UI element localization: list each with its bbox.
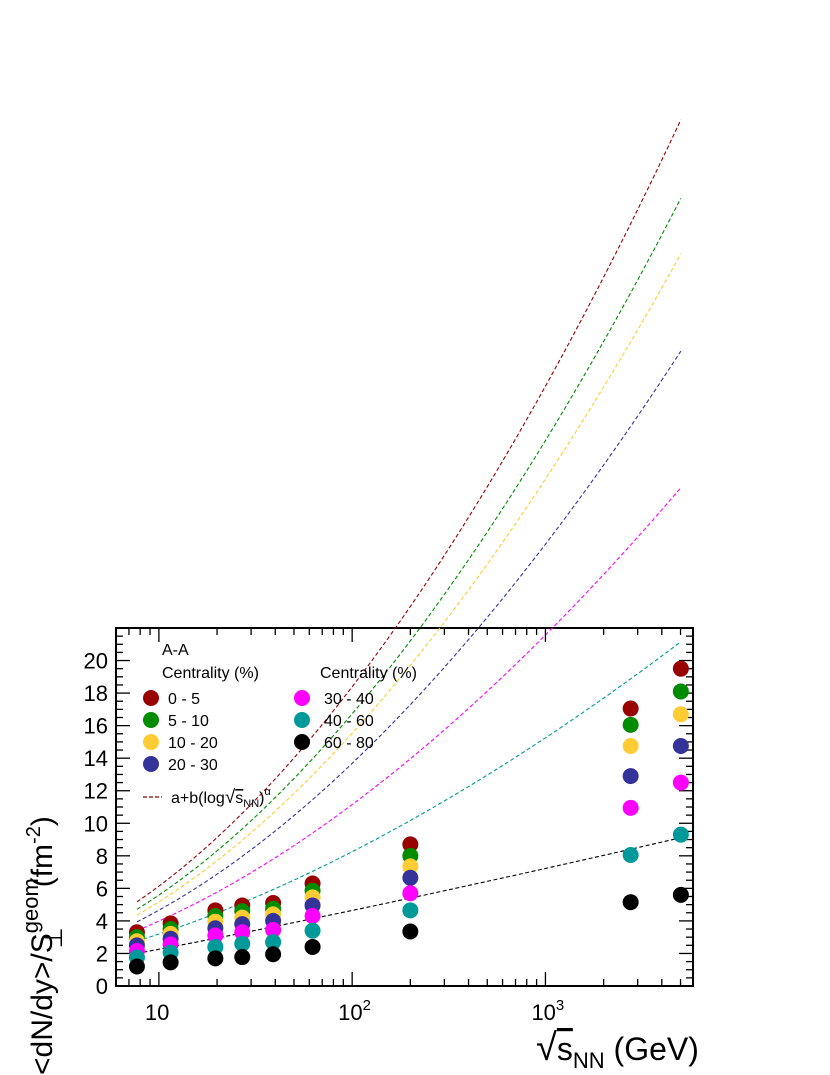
data-point xyxy=(265,946,282,963)
fit-curve xyxy=(136,198,682,910)
fit-curve xyxy=(136,119,682,903)
data-point xyxy=(402,858,419,875)
legend-label: 0 - 5 xyxy=(168,691,200,708)
y-tick-label: 14 xyxy=(84,746,108,771)
data-point xyxy=(672,886,689,903)
axis-ticks xyxy=(115,627,693,987)
data-point xyxy=(207,950,224,967)
legend-marker xyxy=(143,690,159,706)
data-point xyxy=(622,847,639,864)
y-tick-label: 8 xyxy=(96,844,108,869)
data-point xyxy=(622,716,639,733)
y-tick-label: 12 xyxy=(84,779,108,804)
fit-curve xyxy=(136,253,682,916)
data-point xyxy=(672,683,689,700)
x-tick-label: 10 xyxy=(145,1000,169,1025)
y-tick-label: 10 xyxy=(84,811,108,836)
fit-curve xyxy=(136,487,682,932)
x-tick-labels: 10 102 103 xyxy=(145,997,564,1025)
legend-marker xyxy=(143,756,159,772)
data-point xyxy=(402,836,419,853)
legend-header-right: Centrality (%) xyxy=(320,665,417,682)
legend-label: 40 - 60 xyxy=(324,713,374,730)
data-point xyxy=(128,958,145,975)
data-point xyxy=(304,938,321,955)
data-point xyxy=(672,706,689,723)
data-point xyxy=(622,768,639,785)
data-point xyxy=(234,949,251,966)
data-point xyxy=(622,700,639,717)
legend-label: 20 - 30 xyxy=(168,757,218,774)
data-point xyxy=(402,902,419,919)
data-points xyxy=(128,660,689,975)
legend: A-A Centrality (%) Centrality (%) 0 - 5 5… xyxy=(143,642,417,810)
y-tick-label: 16 xyxy=(84,714,108,739)
y-tick-labels: 0 2 4 6 8 10 12 14 16 18 20 xyxy=(84,649,108,999)
data-point xyxy=(304,908,321,925)
x-tick-label: 102 xyxy=(338,997,371,1025)
data-point xyxy=(234,924,251,941)
data-point xyxy=(265,921,282,938)
legend-entries: 0 - 5 5 - 10 10 - 20 20 - 30 30 - 40 40 - 60 6… xyxy=(143,690,374,774)
data-point xyxy=(207,927,224,944)
data-point xyxy=(672,826,689,843)
x-axis-title: √sNN (GeV) xyxy=(536,1027,699,1073)
y-tick-label: 18 xyxy=(84,681,108,706)
fit-curve xyxy=(136,350,682,923)
legend-fit-label: a+b(log√sNN)α xyxy=(171,786,271,810)
data-point xyxy=(234,935,251,952)
legend-header-left: Centrality (%) xyxy=(162,665,259,682)
data-point xyxy=(402,869,419,886)
legend-label: 60 - 80 xyxy=(324,735,374,752)
legend-marker xyxy=(143,712,159,728)
legend-label: 10 - 20 xyxy=(168,735,218,752)
y-axis-title: <dN/dy>/Sgeom⊥(fm-2) xyxy=(18,816,68,1075)
data-point xyxy=(622,894,639,911)
legend-marker xyxy=(294,712,310,728)
legend-marker xyxy=(294,734,310,750)
y-tick-label: 6 xyxy=(96,876,108,901)
fit-curve xyxy=(136,837,682,954)
y-tick-label: 2 xyxy=(96,941,108,966)
legend-marker xyxy=(294,690,310,706)
y-tick-label: 20 xyxy=(84,649,108,674)
data-point xyxy=(622,799,639,816)
data-point xyxy=(672,737,689,754)
x-tick-label: 103 xyxy=(531,997,564,1025)
data-point xyxy=(402,923,419,940)
legend-label: 5 - 10 xyxy=(168,713,209,730)
data-point xyxy=(162,954,179,971)
data-point xyxy=(402,885,419,902)
fit-curves xyxy=(136,119,682,954)
legend-system: A-A xyxy=(162,642,189,659)
y-tick-label: 4 xyxy=(96,909,108,934)
data-point xyxy=(207,938,224,955)
legend-label: 30 - 40 xyxy=(324,691,374,708)
data-point xyxy=(304,922,321,939)
y-tick-label: 0 xyxy=(96,974,108,999)
legend-marker xyxy=(143,734,159,750)
data-point xyxy=(622,737,639,754)
data-point xyxy=(672,774,689,791)
data-point xyxy=(672,660,689,677)
data-point xyxy=(265,934,282,951)
